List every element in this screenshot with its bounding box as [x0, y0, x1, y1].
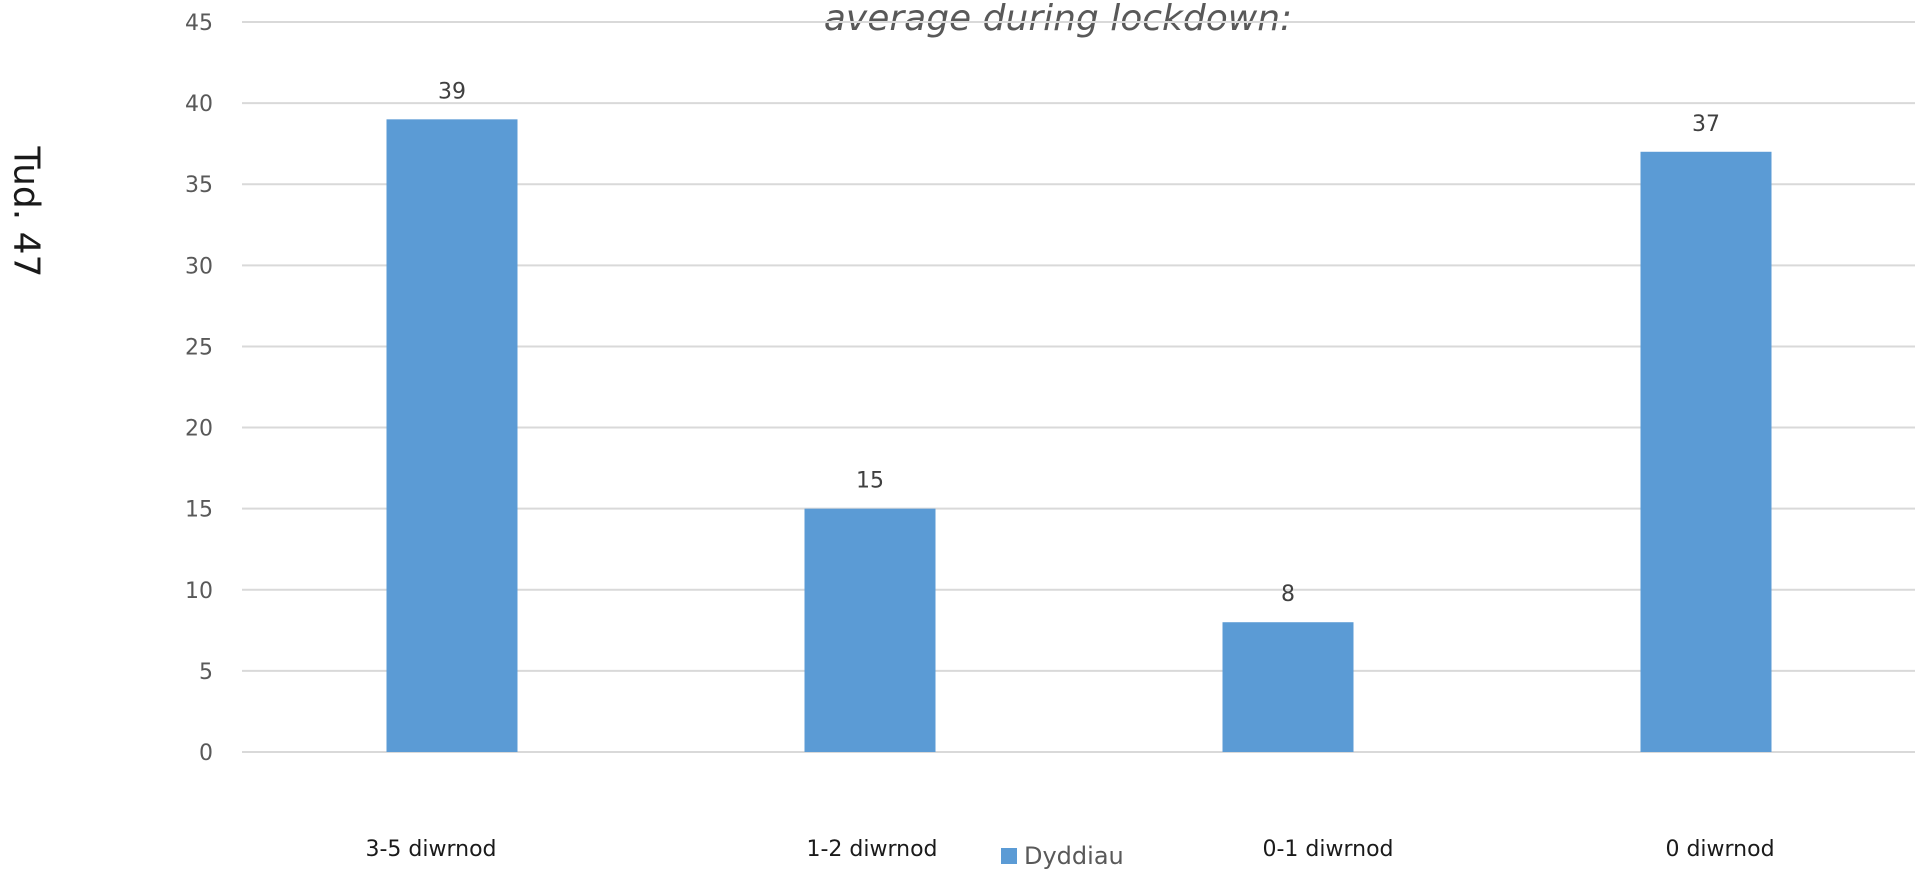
bar	[1640, 151, 1772, 752]
category-labels: 3-5 diwrnod 1-2 diwrnod 0-1 diwrnod 0 diwrn…	[365, 837, 1774, 862]
chart-title: average during lockdown:	[824, 0, 1292, 39]
bar	[804, 508, 936, 752]
y-axis-ticks: 0 5 10 15 20 25 30 35 40 45	[185, 11, 213, 766]
y-tick-label: 45	[185, 11, 213, 36]
y-tick-label: 25	[185, 335, 213, 360]
category-label: 3-5 diwrnod	[365, 837, 496, 862]
y-tick-label: 35	[185, 173, 213, 198]
bar	[386, 119, 518, 753]
y-tick-label: 10	[185, 579, 213, 604]
category-label: 1-2 diwrnod	[806, 837, 937, 862]
data-label: 39	[438, 79, 466, 104]
data-label: 8	[1281, 582, 1295, 607]
chart-gridlines	[242, 21, 1915, 753]
y-tick-label: 15	[185, 498, 213, 523]
y-tick-label: 40	[185, 92, 213, 117]
legend-swatch	[1001, 848, 1017, 864]
y-tick-label: 30	[185, 254, 213, 279]
category-label: 0-1 diwrnod	[1262, 837, 1393, 862]
y-tick-label: 20	[185, 417, 213, 442]
legend-label: Dyddiau	[1024, 842, 1124, 869]
chart-bars	[386, 119, 1772, 753]
bar	[1222, 622, 1354, 752]
y-tick-label: 5	[199, 660, 213, 685]
category-label: 0 diwrnod	[1665, 837, 1774, 862]
data-label: 37	[1692, 112, 1720, 137]
chart-legend: Dyddiau	[1001, 842, 1124, 869]
data-labels: 39 15 8 37	[438, 79, 1720, 607]
y-tick-label: 0	[199, 741, 213, 766]
data-label: 15	[856, 469, 884, 494]
